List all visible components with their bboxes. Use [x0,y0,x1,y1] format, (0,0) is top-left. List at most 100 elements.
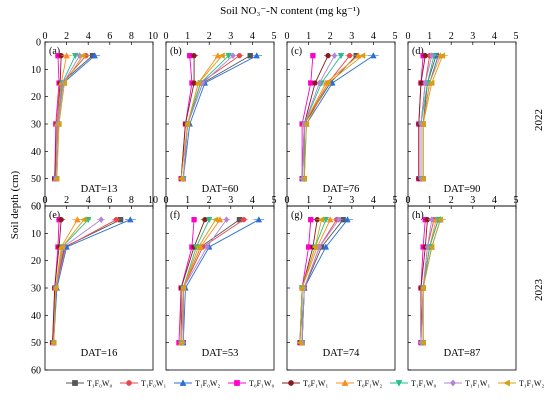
panel-label: (a) [49,46,60,57]
data-point [60,79,68,87]
data-point [324,79,331,87]
data-point [113,217,119,223]
x-tick-label: 1 [427,195,432,206]
x-tick-label: 1 [306,31,311,42]
data-point [253,52,260,59]
data-point [419,120,426,128]
y-tick-label: 60 [31,366,41,377]
data-point [52,284,59,292]
panel-h: 0 1 2 3 4 5 (h) DAT=87 [406,195,519,371]
series-line [54,55,62,179]
series-line [52,219,62,343]
data-point [191,217,197,223]
data-point [310,53,316,59]
data-point [359,52,366,59]
series-9 [419,216,446,346]
panel-label: (b) [170,46,182,57]
series-9 [419,52,448,182]
data-point [318,216,325,223]
top-axis-label: Soil NO₃⁻-N content (mg kg⁻¹) [220,5,360,17]
legend-item: T₁F₁W₁ [444,379,490,388]
y-tick-label: 50 [31,174,41,185]
series-1 [180,53,253,182]
series-line [53,219,102,343]
data-point [80,216,87,223]
legend-label: T₁F₀W₁ [141,379,166,388]
dat-label: DAT=90 [444,184,481,195]
x-tick-label: 5 [272,195,277,206]
panel-label: (c) [291,46,302,57]
y-axis-label: Soil depth (cm) [9,170,21,239]
legend-label: T₀F₁W₀ [249,379,274,388]
y-tick-label: 10 [31,229,41,240]
series-1 [50,217,124,346]
series-line [303,55,342,179]
data-point [58,217,64,223]
data-point [53,175,60,182]
legend-label: T₁F₀W₀ [87,379,112,388]
x-tick-label: 1 [185,195,190,206]
y-tick-label: 50 [31,338,41,349]
series-line [303,55,363,179]
series-9 [296,216,327,346]
data-point [422,53,428,59]
series-line [422,55,441,179]
panel-b: 0 1 2 3 4 5 (b) DAT=60 [164,31,277,207]
series-line [301,219,340,343]
panel-label: (e) [49,210,60,221]
series-2 [50,217,121,346]
dat-label: DAT=74 [323,348,361,359]
panel-f: 0 1 2 3 4 5 (f) DAT=53 [164,195,277,371]
panel-label: (d) [412,46,424,57]
data-point [424,243,431,251]
data-point [298,284,305,292]
series-line [182,55,251,179]
series-line [303,55,357,179]
panel-d: 0 1 2 3 4 5 (d) DAT=90 [406,31,519,207]
data-point [300,175,307,182]
data-point [370,52,377,59]
data-point [422,79,429,87]
series-line [182,219,260,343]
dat-label: DAT=87 [444,348,481,359]
legend-marker [234,380,240,386]
x-tick-label: 4 [250,195,255,206]
x-tick-label: 2 [449,195,454,206]
data-point [316,79,323,87]
data-point [50,339,57,346]
x-tick-label: 0 [406,195,411,206]
legend-label: T₁F₀W₂ [195,379,220,388]
x-tick-label: 0 [43,31,48,42]
y-tick-label: 0 [36,202,41,213]
x-tick-label: 2 [449,31,454,42]
data-point [331,52,338,60]
series-line [180,219,206,343]
legend-label: T₁F₁W₀ [411,379,436,388]
legend-marker [72,380,78,386]
data-point [204,243,210,251]
series-line [55,55,95,179]
y-tick-label: 20 [31,92,41,103]
series-8 [50,216,106,347]
x-tick-label: 8 [129,31,134,42]
legend-label: T₀F₁W₁ [303,379,328,388]
data-point [230,52,236,60]
series-line [54,55,60,179]
panel-frame [165,41,275,207]
series-9 [50,216,90,346]
x-tick-label: 5 [272,31,277,42]
x-tick-label: 6 [107,195,112,206]
data-point [336,216,342,224]
data-point [194,79,202,87]
x-tick-label: 5 [514,31,519,42]
series-9 [177,52,228,182]
series-line [420,55,433,179]
x-tick-label: 8 [129,195,134,206]
x-tick-label: 4 [492,31,497,42]
data-point [428,79,435,87]
x-tick-label: 5 [393,31,398,42]
data-point [98,216,104,224]
data-point [311,243,318,251]
series-line [55,55,80,179]
dat-label: DAT=53 [202,348,239,359]
